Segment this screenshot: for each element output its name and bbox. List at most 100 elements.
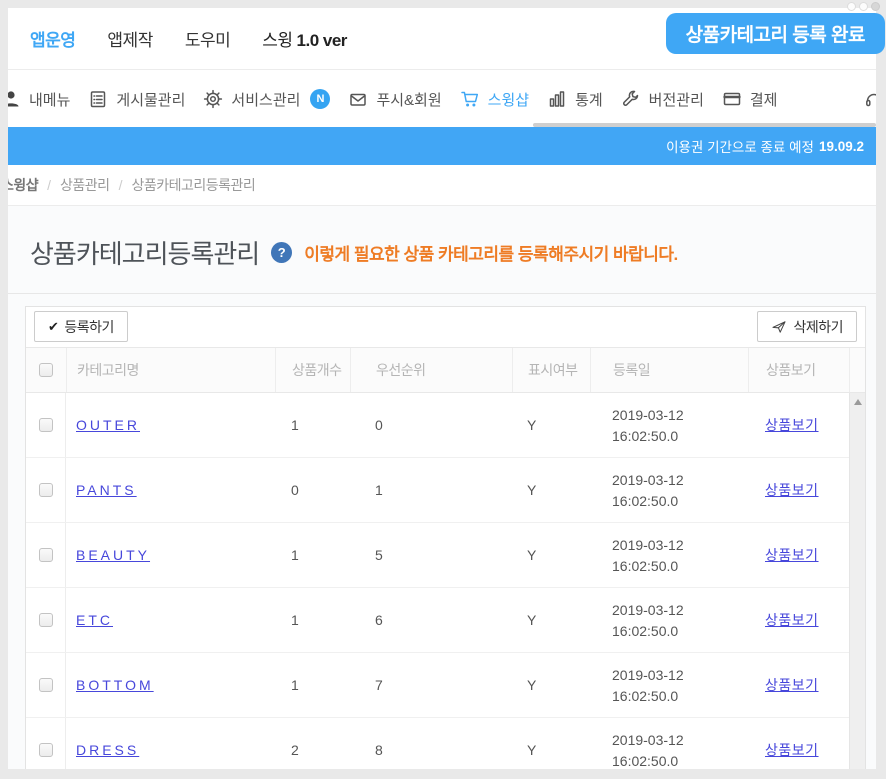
row-checkbox[interactable] [38,743,53,757]
version-label: 1.0 ver [296,31,348,50]
visible-flag: Y [527,417,537,433]
app-window: 앱운영 앱제작 도우미 스윙 1.0 ver 내메뉴 게시물관리 서비스관리 N [8,8,876,769]
nav-label: 게시물관리 [116,91,186,109]
headset-icon [866,93,876,107]
nav-label: 통계 [575,91,603,109]
table-row: PANTS 0 1 Y 2019-03-12 16:02:50.0 상품보기 [26,458,865,523]
nav-label: 버전관리 [648,91,704,109]
visible-flag: Y [527,677,537,693]
row-checkbox[interactable] [38,548,53,562]
panel-toolbar: ✔ 등록하기 삭제하기 [26,307,865,347]
row-checkbox[interactable] [38,483,53,497]
table-row: DRESS 2 8 Y 2019-03-12 16:02:50.0 상품보기 [26,718,865,769]
nav-item-support[interactable] [864,89,876,109]
priority: 7 [375,677,383,693]
brand-label: 스윙 [262,31,293,50]
view-products-link[interactable]: 상품보기 [765,482,819,498]
horizontal-scrollbar-thumb[interactable] [533,123,876,127]
notice-text: 이렇게 필요한 상품 카테고리를 등록해주시기 바랍니다. [304,245,678,264]
table-row: OUTER 1 0 Y 2019-03-12 16:02:50.0 상품보기 [26,393,865,458]
category-link[interactable]: PANTS [76,482,137,498]
nav-item-push-members[interactable]: 푸시&회원 [348,89,442,110]
nav-item-version[interactable]: 버전관리 [621,89,704,110]
help-icon[interactable]: ? [271,242,293,263]
nav-item-service[interactable]: 서비스관리 N [203,89,331,110]
column-header-priority: 우선순위 [350,348,512,392]
product-count: 1 [291,417,299,433]
tab-app-operation[interactable]: 앱운영 [30,31,76,50]
register-date: 2019-03-12 16:02:50.0 [612,667,684,704]
register-button[interactable]: ✔ 등록하기 [34,311,128,342]
window-controls [847,2,880,11]
column-header-visible: 표시여부 [512,348,590,392]
tab-swing-version[interactable]: 스윙 1.0 ver [262,26,347,51]
tab-helper[interactable]: 도우미 [184,31,231,50]
table-scrollbar[interactable] [849,393,865,769]
nav-label: 스윙샵 [487,91,530,109]
product-count: 1 [291,677,299,693]
board-icon [91,91,106,108]
breadcrumb-item-category-mgmt[interactable]: 상품카테고리등록관리 [131,177,256,193]
window-dot[interactable] [871,2,880,11]
nav-item-my-menu[interactable]: 내메뉴 [8,89,70,110]
license-date: 19.09.2 [818,138,864,154]
row-checkbox[interactable] [38,613,53,627]
nav-item-swing-shop[interactable]: 스윙샵 [460,89,529,110]
category-link[interactable]: BOTTOM [76,677,154,693]
nav-item-posts[interactable]: 게시물관리 [88,89,185,110]
tab-app-build[interactable]: 앱제작 [107,31,153,50]
nav-label: 내메뉴 [29,91,71,109]
user-icon [8,91,19,107]
delete-button[interactable]: 삭제하기 [757,311,857,342]
breadcrumb: 스윙샵 / 상품관리 / 상품카테고리등록관리 [8,165,876,206]
product-count: 0 [291,482,299,498]
view-products-link[interactable]: 상품보기 [765,677,819,693]
card-icon [723,92,741,106]
view-products-link[interactable]: 상품보기 [765,417,819,433]
license-message: 이용권 기간으로 종료 예정 [666,140,814,155]
visible-flag: Y [527,612,537,628]
register-date: 2019-03-12 16:02:50.0 [612,732,684,769]
window-dot[interactable] [859,2,868,11]
send-icon [772,320,786,333]
breadcrumb-separator: / [47,177,52,193]
row-checkbox[interactable] [38,678,53,692]
view-products-link[interactable]: 상품보기 [765,742,819,758]
register-date: 2019-03-12 16:02:50.0 [612,407,684,444]
product-count: 1 [291,612,299,628]
table-row: BOTTOM 1 7 Y 2019-03-12 16:02:50.0 상품보기 [26,653,865,718]
new-badge: N [310,89,331,109]
nav-label: 서비스관리 [231,91,301,109]
product-count: 1 [291,547,299,563]
breadcrumb-item-shop[interactable]: 스윙샵 [8,177,39,193]
license-banner: 이용권 기간으로 종료 예정 19.09.2 [8,127,876,165]
view-products-link[interactable]: 상품보기 [765,612,819,628]
nav-item-stats[interactable]: 통계 [547,89,603,110]
product-count: 2 [291,742,299,758]
column-header-count: 상품개수 [275,348,350,392]
category-link[interactable]: ETC [76,612,113,628]
category-link[interactable]: DRESS [76,742,140,758]
icon-navbar: 내메뉴 게시물관리 서비스관리 N 푸시&회원 스윙샵 통계 [8,71,876,127]
register-date: 2019-03-12 16:02:50.0 [612,472,684,509]
category-link[interactable]: OUTER [76,417,140,433]
nav-item-payment[interactable]: 결제 [722,89,778,110]
visible-flag: Y [527,482,537,498]
nav-label: 결제 [749,91,778,109]
visible-flag: Y [527,547,537,563]
row-checkbox[interactable] [38,418,53,432]
category-link[interactable]: BEAUTY [76,547,151,563]
view-products-link[interactable]: 상품보기 [765,547,819,563]
toast-category-registered[interactable]: 상품카테고리 등록 완료 [665,13,885,54]
select-all-checkbox[interactable] [39,363,53,377]
scroll-up-icon[interactable] [853,399,862,405]
breadcrumb-item-product-mgmt[interactable]: 상품관리 [60,177,110,193]
column-header-category: 카테고리명 [66,348,275,392]
window-dot[interactable] [847,2,856,11]
chart-icon [549,91,565,107]
table-header: 카테고리명 상품개수 우선순위 표시여부 등록일 상품보기 [26,347,865,393]
priority: 5 [375,547,383,563]
mail-icon [350,93,367,106]
category-panel: ✔ 등록하기 삭제하기 카테고리명 상품개수 우선순위 표시여부 등록일 상품보 [25,306,866,769]
